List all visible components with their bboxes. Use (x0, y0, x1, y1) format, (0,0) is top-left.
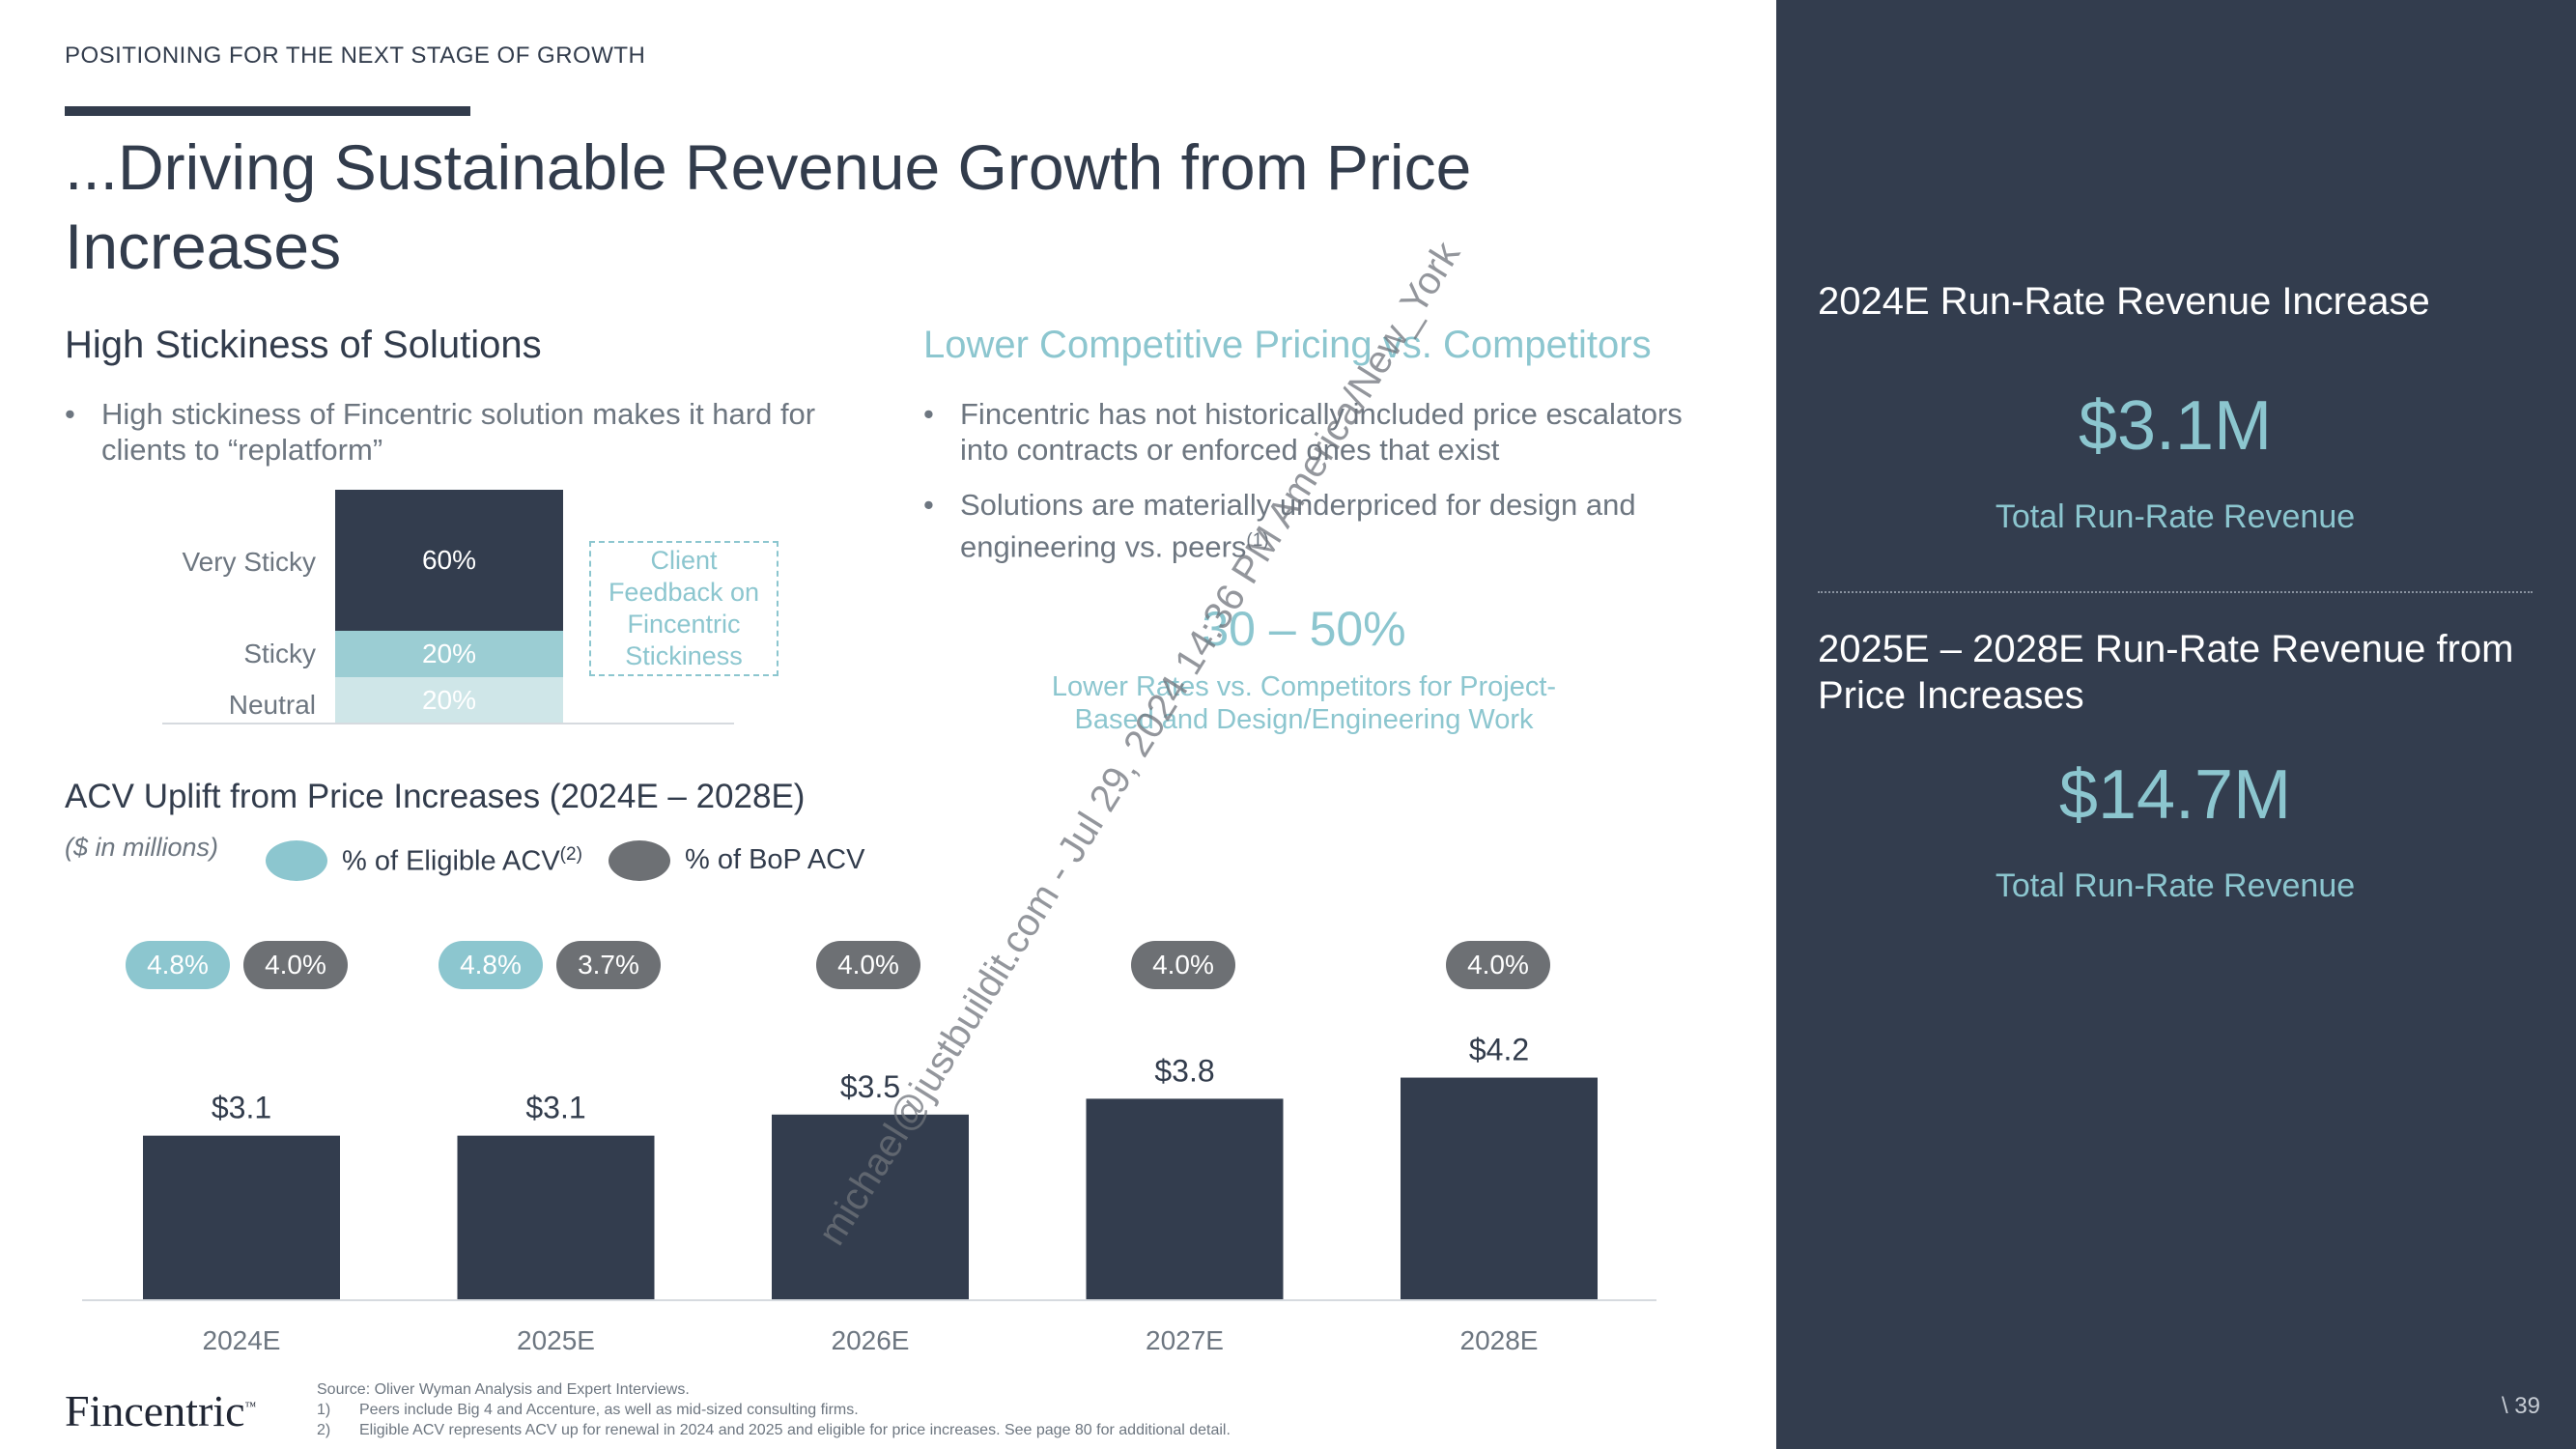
logo-wordmark: Fincentric (65, 1386, 245, 1435)
pricing-bullet: Solutions are materially underpriced for… (923, 487, 1696, 564)
x-tick-label: 2028E (1460, 1325, 1539, 1355)
sidebar-divider (1818, 591, 2533, 593)
rate-gap-caption: Lower Rates vs. Competitors for Project-… (1051, 671, 1557, 735)
footnote-1: 1) Peers include Big 4 and Accenture, as … (317, 1402, 859, 1418)
acv-bar-chart: $3.1 2024E $3.1 2025E $3.5 2026E $3.8 2027E $4.2… (82, 1033, 1656, 1355)
pricing-bullet: Fincentric has not historically included… (923, 396, 1696, 468)
legend-item-eligible: % of Eligible ACV(2) (342, 844, 582, 878)
footnotes: Source: Oliver Wyman Analysis and Expert… (317, 1379, 1231, 1440)
stickiness-segment-sticky: 20% (335, 631, 563, 677)
acv-chart-title: ACV Uplift from Price Increases (2024E –… (65, 778, 806, 815)
sidebar-value-2025-2028: $14.7M (2058, 756, 2292, 834)
bar-2028E (1401, 1077, 1598, 1299)
stickiness-bullets: High stickiness of Fincentric solution m… (65, 396, 866, 487)
sidebar-caption-2025-2028: Total Run-Rate Revenue (1995, 867, 2356, 904)
sidebar-value-2024: $3.1M (2078, 387, 2273, 465)
bar-value-label: $4.2 (1469, 1033, 1529, 1067)
fincentric-logo: Fincentric™ (65, 1386, 257, 1435)
acv-chart-subtitle: ($ in millions) (65, 833, 219, 862)
x-tick-label: 2026E (832, 1325, 910, 1355)
pricing-title: Lower Competitive Pricing vs. Competitor… (923, 324, 1652, 366)
stickiness-label-very-sticky: Very Sticky (182, 547, 316, 577)
stickiness-baseline (162, 723, 734, 724)
bar-value-label: $3.1 (212, 1091, 271, 1125)
stickiness-label-sticky: Sticky (243, 639, 316, 668)
rate-gap-value: 30 – 50% (1202, 602, 1406, 656)
pricing-bullet-text: Solutions are materially underpriced for… (960, 488, 1636, 564)
sidebar-heading-2025-2028: 2025E – 2028E Run-Rate Revenue from Pric… (1818, 628, 2514, 717)
bar-2027E (1086, 1098, 1284, 1299)
source-note: Source: Oliver Wyman Analysis and Expert… (317, 1381, 690, 1398)
x-tick-label: 2024E (203, 1325, 281, 1355)
pill-bop-2026: 4.0% (816, 941, 920, 989)
pill-eligible-2025: 4.8% (439, 941, 543, 989)
footnote-ref-1: (1) (1246, 530, 1269, 551)
pill-bop-2024: 4.0% (243, 941, 348, 989)
stickiness-segment-neutral: 20% (335, 677, 563, 724)
bar-2025E (457, 1135, 655, 1299)
stickiness-title: High Stickiness of Solutions (65, 324, 542, 366)
page-number: \ 39 (2501, 1393, 2540, 1419)
stickiness-segment-very-sticky: 60% (335, 490, 563, 631)
legend-swatch-bop (609, 840, 670, 881)
client-feedback-callout: Client Feedback on Fincentric Stickiness (589, 541, 778, 676)
stickiness-label-neutral: Neutral (228, 690, 316, 720)
footnote-ref-2: (2) (559, 844, 582, 865)
legend-label-eligible: % of Eligible ACV (342, 845, 560, 877)
pricing-bullet-text: Fincentric has not historically included… (960, 397, 1683, 467)
page-title: ...Driving Sustainable Revenue Growth fr… (65, 131, 1472, 282)
pill-eligible-2024: 4.8% (126, 941, 230, 989)
title-rule (65, 106, 470, 116)
bar-value-label: $3.5 (840, 1069, 900, 1104)
pricing-bullets: Fincentric has not historically included… (923, 396, 1696, 583)
stickiness-bullet: High stickiness of Fincentric solution m… (65, 396, 866, 468)
stickiness-value-very-sticky: 60% (421, 545, 477, 575)
legend-swatch-eligible (266, 840, 327, 881)
pill-bop-2025: 3.7% (556, 941, 661, 989)
x-tick-label: 2027E (1146, 1325, 1224, 1355)
client-feedback-text: Client Feedback on Fincentric Stickiness (608, 546, 760, 670)
bar-2026E (772, 1114, 969, 1299)
stickiness-value-neutral: 20% (421, 685, 477, 715)
pill-bop-2027: 4.0% (1131, 941, 1235, 989)
bar-value-label: $3.1 (525, 1091, 585, 1125)
section-eyebrow: POSITIONING FOR THE NEXT STAGE OF GROWTH (65, 43, 646, 69)
summary-sidebar (1776, 0, 2576, 1449)
sidebar-caption-2024: Total Run-Rate Revenue (1995, 498, 2356, 535)
legend-label-bop: % of BoP ACV (685, 844, 865, 875)
footnote-2: 2) Eligible ACV represents ACV up for ren… (317, 1422, 1231, 1438)
sidebar-heading-2024: 2024E Run-Rate Revenue Increase (1818, 280, 2430, 323)
bar-value-label: $3.8 (1154, 1053, 1214, 1088)
stickiness-value-sticky: 20% (421, 639, 477, 668)
bar-2024E (143, 1135, 340, 1299)
x-tick-label: 2025E (517, 1325, 595, 1355)
pill-bop-2028: 4.0% (1446, 941, 1550, 989)
